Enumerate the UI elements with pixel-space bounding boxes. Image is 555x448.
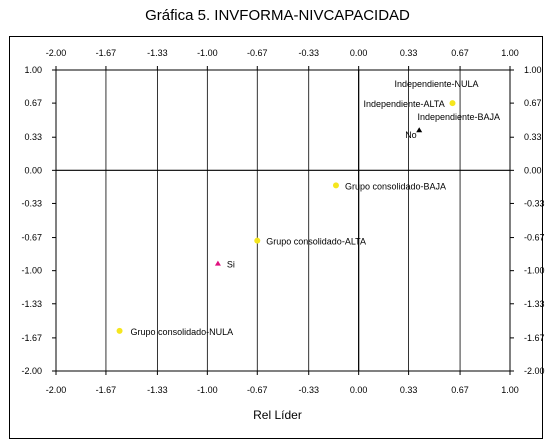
x-axis-label: Rel Líder: [253, 408, 302, 422]
y-tick-label-left: 0.67: [24, 98, 42, 108]
point-marker: [116, 327, 123, 334]
y-tick-label-left: -2.00: [21, 366, 42, 376]
y-tick-label-left: -1.00: [21, 266, 42, 276]
x-tick-label-top: -1.33: [147, 48, 168, 58]
y-tick-label-left: -1.33: [21, 299, 42, 309]
x-tick-label-top: -1.00: [197, 48, 218, 58]
point-label: Independiente-BAJA: [417, 112, 500, 122]
data-points: Independiente-NULA Independiente-ALTA Inde…: [116, 79, 500, 337]
y-tick-label-left: -0.67: [21, 233, 42, 243]
x-tick-label-bottom: -1.00: [197, 385, 218, 395]
zero-lines: [56, 70, 510, 371]
point-label: Independiente-ALTA: [363, 99, 444, 109]
point-marker: [449, 100, 456, 107]
chart-title: Gráfica 5. INVFORMA-NIVCAPACIDAD: [145, 7, 410, 24]
y-tick-label-left: 0.00: [24, 165, 42, 175]
y-tick-label-right: -1.33: [524, 299, 545, 309]
y-tick-label-right: 0.67: [524, 98, 542, 108]
point-marker: [332, 182, 339, 189]
x-tick-label-bottom: -0.33: [298, 385, 319, 395]
y-tick-label-left: 1.00: [24, 65, 42, 75]
y-tick-label-right: -0.67: [524, 233, 545, 243]
bottom-x-tick-labels: -2.00 -1.67 -1.33 -1.00 -0.67 -0.33 0.00 0.33 0.…: [46, 371, 519, 395]
x-tick-label-top: -1.67: [96, 48, 117, 58]
x-tick-label-top: -0.33: [298, 48, 319, 58]
y-tick-label-right: 0.00: [524, 165, 542, 175]
x-tick-label-bottom: 0.00: [350, 385, 368, 395]
x-tick-label-bottom: 1.00: [501, 385, 519, 395]
y-tick-label-left: 0.33: [24, 132, 42, 142]
top-x-tick-labels: -2.00 -1.67 -1.33 -1.00 -0.67 -0.33 0.00 0.33 0.…: [46, 48, 519, 70]
point-label: Grupo consolidado-BAJA: [345, 181, 446, 191]
x-tick-label-bottom: 0.33: [400, 385, 418, 395]
y-tick-label-left: -0.33: [21, 198, 42, 208]
y-tick-label-right: -1.67: [524, 333, 545, 343]
point-label: Grupo consolidado-ALTA: [266, 237, 366, 247]
x-tick-label-top: -2.00: [46, 48, 67, 58]
left-y-tick-labels: 1.00 0.67 0.33 0.00 -0.33 -0.67 -1.00 -1.33 -1.6…: [21, 65, 56, 376]
point-label: Si: [227, 260, 235, 270]
chart-frame: [9, 36, 543, 439]
plot-area-border: [55, 69, 511, 372]
y-tick-label-right: -0.33: [524, 198, 545, 208]
point-label: Independiente-NULA: [394, 79, 478, 89]
y-tick-label-right: -1.00: [524, 266, 545, 276]
x-tick-label-top: 0.33: [400, 48, 418, 58]
point-label: No: [405, 130, 417, 140]
x-tick-label-top: -0.67: [247, 48, 268, 58]
point-marker: [254, 237, 261, 244]
grid-lines: [105, 70, 461, 371]
x-tick-label-bottom: 0.67: [451, 385, 469, 395]
right-y-tick-labels: 1.00 0.67 0.33 0.00 -0.33 -0.67 -1.00 -1.33 -1.6…: [510, 65, 545, 376]
x-tick-label-top: 1.00: [501, 48, 519, 58]
x-tick-label-top: 0.00: [350, 48, 368, 58]
y-tick-label-right: -2.00: [524, 366, 545, 376]
point-label: Grupo consolidado-NULA: [131, 327, 234, 337]
y-tick-label-right: 1.00: [524, 65, 542, 75]
y-tick-label-left: -1.67: [21, 333, 42, 343]
y-tick-label-right: 0.33: [524, 132, 542, 142]
x-tick-label-top: 0.67: [451, 48, 469, 58]
point-marker-si: [214, 260, 221, 266]
x-tick-label-bottom: -2.00: [46, 385, 67, 395]
x-tick-label-bottom: -1.67: [96, 385, 117, 395]
x-tick-label-bottom: -1.33: [147, 385, 168, 395]
x-tick-label-bottom: -0.67: [247, 385, 268, 395]
point-marker-no: [416, 127, 423, 133]
